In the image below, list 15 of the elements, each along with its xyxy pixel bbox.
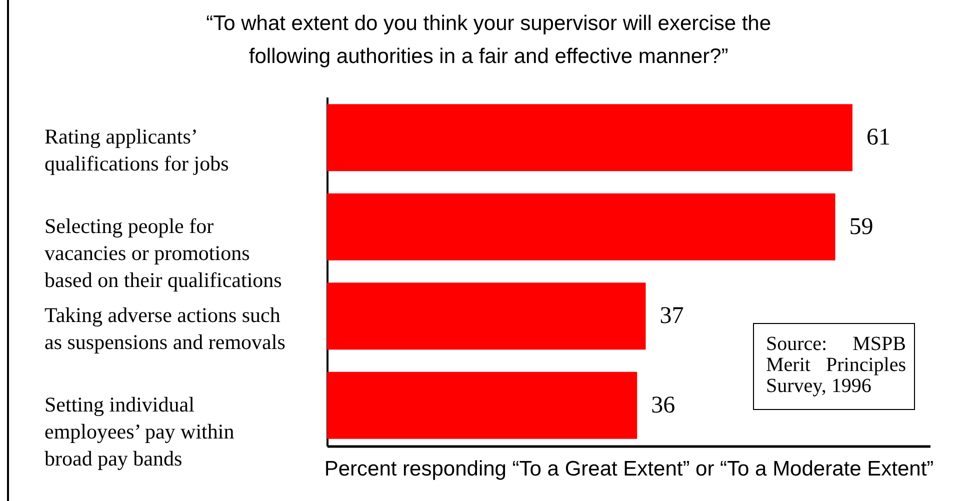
y-tick-label: Setting individual employees’ pay within broad pay bands <box>44 392 235 470</box>
data-label: 36 <box>651 392 676 418</box>
y-tick-label: Selecting people for vacancies or promotions based on their qualifications <box>44 214 282 292</box>
data-label: 61 <box>866 124 890 151</box>
chart-title: “To what extent do you think your supervisor will exercise the following authorities in a fair and effective manner?” <box>206 12 772 68</box>
bar <box>327 282 646 350</box>
data-label: 59 <box>849 214 874 240</box>
source-box: Source: MSPB Merit Principles Survey, 1996 <box>753 323 915 410</box>
y-tick-label: Taking adverse actions such as suspensions and removals <box>44 303 286 354</box>
bar <box>327 193 836 260</box>
bar <box>327 372 638 439</box>
data-label: 37 <box>660 303 684 330</box>
x-axis-title: Percent responding “To a Great Extent” or “To a Moderate Extent” <box>324 458 934 480</box>
bar <box>327 104 852 172</box>
y-tick-label: Rating applicants’ qualifications for jobs <box>44 124 229 176</box>
